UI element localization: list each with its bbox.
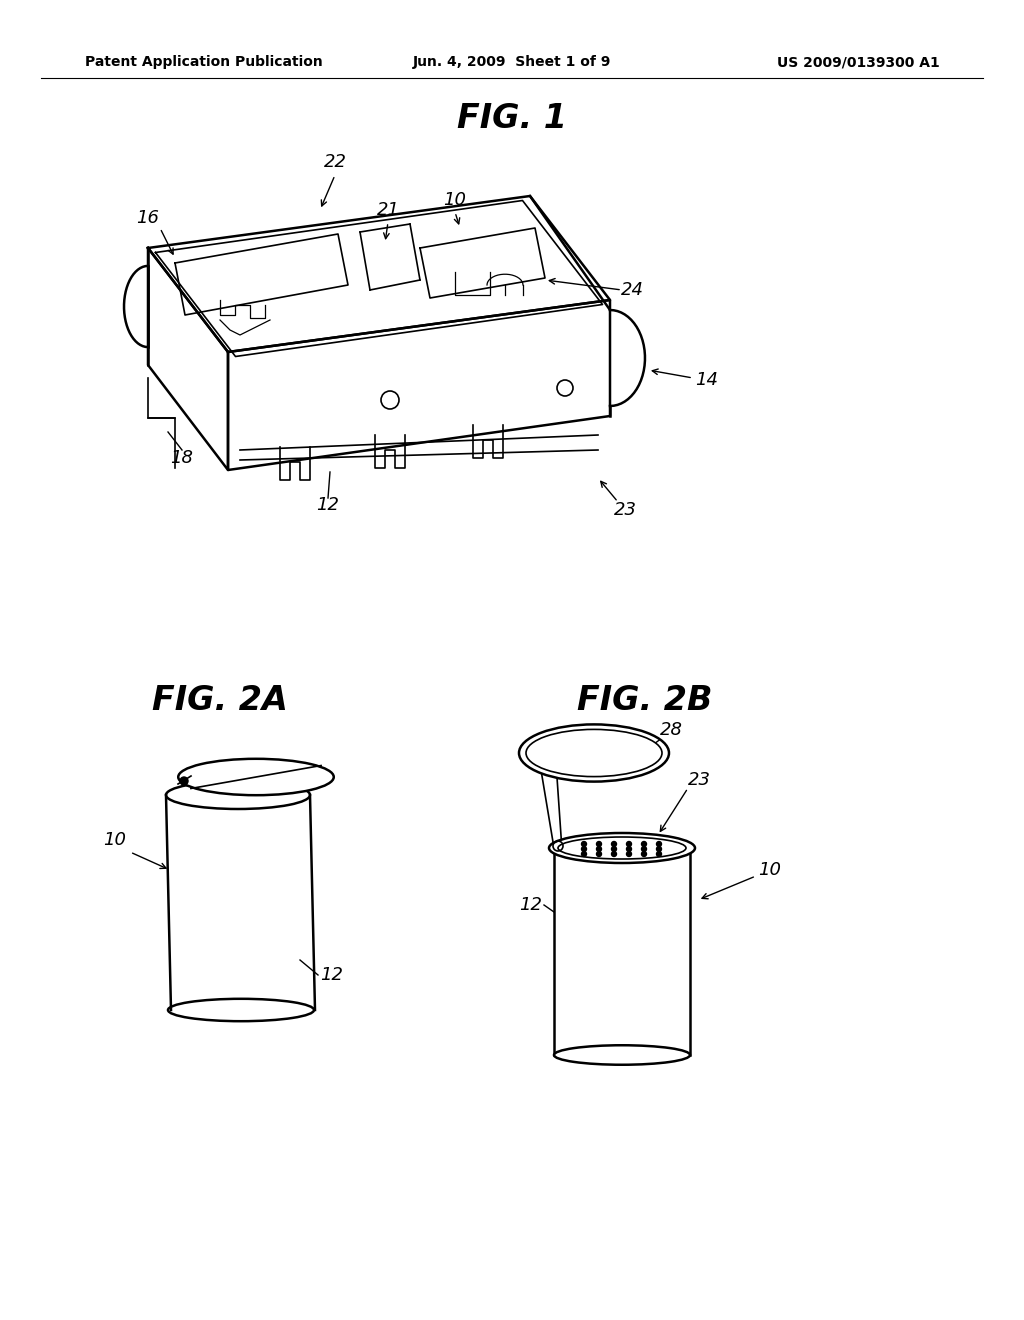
Circle shape [611, 842, 616, 846]
Text: 24: 24 [621, 281, 643, 300]
Text: 21: 21 [377, 201, 399, 219]
Ellipse shape [519, 725, 669, 781]
Circle shape [656, 851, 662, 857]
Ellipse shape [554, 1045, 690, 1065]
Circle shape [611, 851, 616, 857]
Circle shape [627, 842, 632, 846]
Text: 23: 23 [613, 502, 637, 519]
Circle shape [597, 846, 601, 851]
Text: 12: 12 [319, 966, 343, 983]
Text: 10: 10 [103, 832, 127, 849]
Text: 14: 14 [695, 371, 718, 389]
Circle shape [627, 851, 632, 857]
Circle shape [627, 846, 632, 851]
Text: US 2009/0139300 A1: US 2009/0139300 A1 [777, 55, 940, 69]
Circle shape [641, 846, 646, 851]
Text: FIG. 2A: FIG. 2A [152, 684, 288, 717]
Circle shape [597, 851, 601, 857]
Text: 12: 12 [316, 496, 340, 513]
Circle shape [641, 842, 646, 846]
Text: 18: 18 [171, 449, 194, 467]
Circle shape [180, 777, 188, 785]
Text: 10: 10 [758, 861, 781, 879]
Circle shape [656, 842, 662, 846]
Circle shape [582, 842, 587, 846]
Ellipse shape [558, 837, 686, 859]
Ellipse shape [526, 730, 662, 776]
Text: FIG. 1: FIG. 1 [457, 102, 567, 135]
Circle shape [641, 851, 646, 857]
Circle shape [656, 846, 662, 851]
Circle shape [582, 846, 587, 851]
Text: Jun. 4, 2009  Sheet 1 of 9: Jun. 4, 2009 Sheet 1 of 9 [413, 55, 611, 69]
Text: 28: 28 [660, 721, 683, 739]
Ellipse shape [178, 759, 334, 795]
Text: 12: 12 [519, 896, 542, 913]
Text: 22: 22 [324, 153, 346, 172]
Text: 23: 23 [688, 771, 711, 789]
Ellipse shape [549, 833, 695, 863]
Text: FIG. 2B: FIG. 2B [578, 684, 713, 717]
Circle shape [582, 851, 587, 857]
Circle shape [597, 842, 601, 846]
Text: 16: 16 [136, 209, 160, 227]
Text: 10: 10 [443, 191, 467, 209]
Circle shape [611, 846, 616, 851]
Text: Patent Application Publication: Patent Application Publication [85, 55, 323, 69]
